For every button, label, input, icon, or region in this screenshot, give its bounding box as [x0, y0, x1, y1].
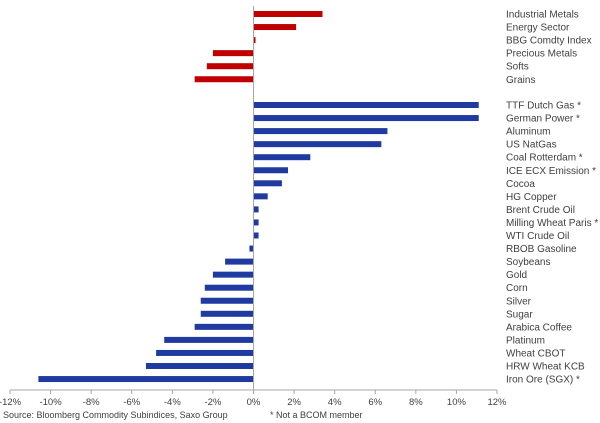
- x-tick-label: -2%: [204, 397, 221, 408]
- bar: [249, 245, 254, 252]
- x-tick-label: 8%: [409, 397, 423, 408]
- category-label: Milling Wheat Paris *: [506, 218, 598, 229]
- category-label: Grains: [506, 75, 535, 86]
- category-label: Iron Ore (SGX) *: [506, 375, 580, 386]
- category-label: Soybeans: [506, 257, 550, 268]
- category-label: Sugar: [506, 309, 533, 320]
- category-label: Silver: [506, 296, 532, 307]
- x-tick-labels: -12% -10% -8% -6% -4% -2% 0% 2% 4% 6% 8% 10% 12%: [0, 397, 507, 408]
- axis-layer: [9, 6, 498, 394]
- bar: [253, 232, 259, 239]
- bar: [253, 180, 282, 187]
- x-tick-label: -10%: [39, 397, 62, 408]
- category-label: US NatGas: [506, 140, 557, 151]
- bar: [253, 154, 311, 161]
- x-tick-label: -8%: [83, 397, 100, 408]
- x-tick-label: 0%: [247, 397, 261, 408]
- membership-note: * Not a BCOM member: [270, 410, 363, 420]
- bar: [38, 376, 254, 383]
- bar: [253, 141, 382, 148]
- bar: [253, 206, 259, 213]
- category-label: HRW Wheat KCB: [506, 362, 585, 373]
- x-tick-label: 12%: [487, 397, 507, 408]
- bar: [253, 167, 288, 174]
- category-label: Softs: [506, 62, 529, 73]
- x-tick-label: 4%: [328, 397, 342, 408]
- bar: [194, 76, 254, 83]
- category-label: WTI Crude Oil: [506, 231, 569, 242]
- category-labels: Industrial Metals Energy Sector BBG Comdty…: [506, 10, 598, 386]
- x-tick-label: -6%: [123, 397, 140, 408]
- bar: [156, 349, 254, 356]
- bar: [200, 297, 254, 304]
- bar: [212, 271, 254, 278]
- source-note: Source: Bloomberg Commodity Subindices, …: [3, 410, 228, 420]
- bar: [253, 115, 479, 122]
- bar: [253, 102, 479, 108]
- category-label: Coal Rotterdam *: [506, 153, 583, 164]
- category-label: Wheat CBOT: [506, 348, 565, 359]
- x-tick-label: 6%: [368, 397, 382, 408]
- category-label: Industrial Metals: [506, 10, 579, 21]
- bar: [206, 63, 254, 70]
- bar: [145, 363, 254, 369]
- bar: [253, 193, 268, 200]
- category-label: Platinum: [506, 335, 545, 346]
- bar: [253, 24, 297, 31]
- category-label: TTF Dutch Gas *: [506, 101, 581, 112]
- bar: [200, 310, 254, 317]
- bar: [253, 11, 323, 17]
- x-tick-label: -12%: [0, 397, 22, 408]
- x-tick-label: 2%: [287, 397, 301, 408]
- x-tick-label: -4%: [164, 397, 181, 408]
- bar: [253, 219, 259, 226]
- category-label: Precious Metals: [506, 49, 577, 60]
- category-label: Gold: [506, 270, 527, 281]
- category-label: Corn: [506, 283, 528, 294]
- category-label: Aluminum: [506, 127, 550, 138]
- x-tick-label: 10%: [447, 397, 467, 408]
- category-label: Cocoa: [506, 179, 535, 190]
- bars-layer: [38, 11, 479, 383]
- category-label: Brent Crude Oil: [506, 205, 575, 216]
- bar: [204, 284, 254, 291]
- bar: [164, 336, 254, 343]
- category-label: RBOB Gasoline: [506, 244, 577, 255]
- bar: [253, 128, 388, 135]
- category-label: HG Copper: [506, 192, 557, 203]
- bar: [212, 50, 254, 57]
- category-label: ICE ECX Emission *: [506, 166, 596, 177]
- category-label: Energy Sector: [506, 23, 570, 34]
- bar: [194, 323, 254, 330]
- bar: [225, 258, 254, 265]
- category-label: German Power *: [506, 114, 580, 125]
- category-label: Arabica Coffee: [506, 322, 572, 333]
- category-label: BBG Comdty Index: [506, 36, 592, 47]
- bar: [253, 37, 256, 44]
